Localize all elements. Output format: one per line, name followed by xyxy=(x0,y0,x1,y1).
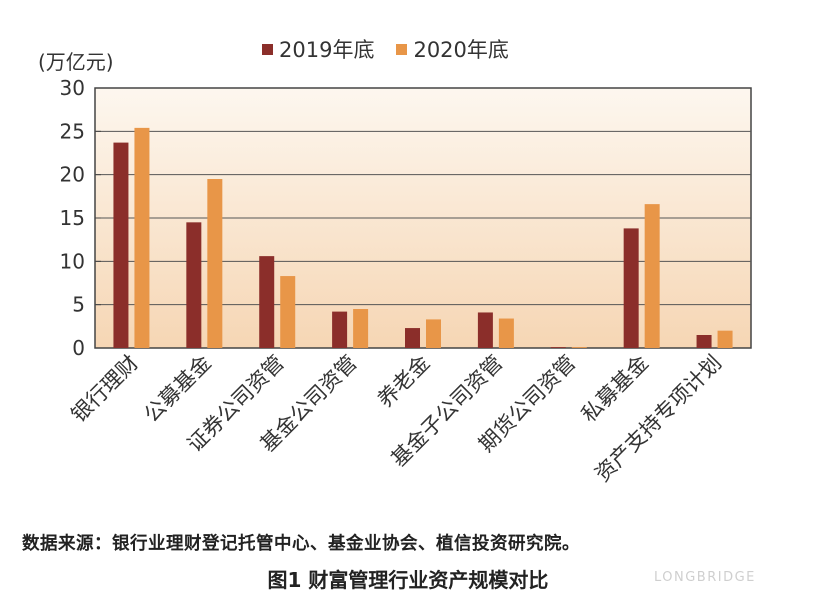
legend-item-2020: 2020年底 xyxy=(396,34,509,64)
legend-item-2019: 2019年底 xyxy=(262,34,374,64)
bar-2019 xyxy=(623,228,639,348)
y-tick-label: 25 xyxy=(60,119,85,143)
bar-2019 xyxy=(186,222,202,348)
bar-2019 xyxy=(696,335,712,348)
bar-2019 xyxy=(259,256,275,348)
y-tick-label: 30 xyxy=(60,76,85,100)
legend-swatch-2020 xyxy=(396,43,408,55)
y-tick-label: 5 xyxy=(72,293,85,317)
x-tick-label: 资产支持专项计划 xyxy=(590,351,726,487)
chart-legend: 2019年底 2020年底 xyxy=(262,34,509,64)
y-tick-label: 15 xyxy=(60,206,85,230)
bar-2019 xyxy=(332,311,348,348)
x-tick-label: 私募基金 xyxy=(577,351,653,427)
legend-label-2019: 2019年底 xyxy=(279,38,375,62)
legend-label-2020: 2020年底 xyxy=(413,38,509,62)
bar-2020 xyxy=(353,309,369,348)
figure-caption: 图1 财富管理行业资产规模对比 xyxy=(267,568,549,592)
x-tick-label: 养老金 xyxy=(373,351,435,413)
bar-2020 xyxy=(426,319,441,348)
y-tick-label: 0 xyxy=(72,336,85,360)
watermark-logo-text: LONGBRIDGE xyxy=(654,570,756,585)
bar-2019 xyxy=(405,328,420,348)
y-tick-label: 20 xyxy=(60,163,85,187)
bar-2020 xyxy=(717,330,733,348)
bar-2020 xyxy=(571,347,587,348)
bar-2019 xyxy=(477,312,493,348)
bar-2020 xyxy=(498,318,514,348)
x-tick-label: 银行理财 xyxy=(67,351,143,427)
legend-swatch-2019 xyxy=(262,43,273,55)
bar-2020 xyxy=(644,204,660,348)
y-tick-label: 10 xyxy=(60,249,85,273)
bar-2020 xyxy=(280,276,296,348)
y-axis-unit-label: (万亿元) xyxy=(38,50,114,74)
bar-2019 xyxy=(113,142,129,348)
bar-2020 xyxy=(134,127,150,348)
bar-2020 xyxy=(207,179,223,348)
source-note: 数据来源：银行业理财登记托管中心、基金业协会、植信投资研究院。 xyxy=(22,534,580,554)
x-tick-label: 公募基金 xyxy=(140,351,216,427)
bar-2019 xyxy=(550,347,566,348)
